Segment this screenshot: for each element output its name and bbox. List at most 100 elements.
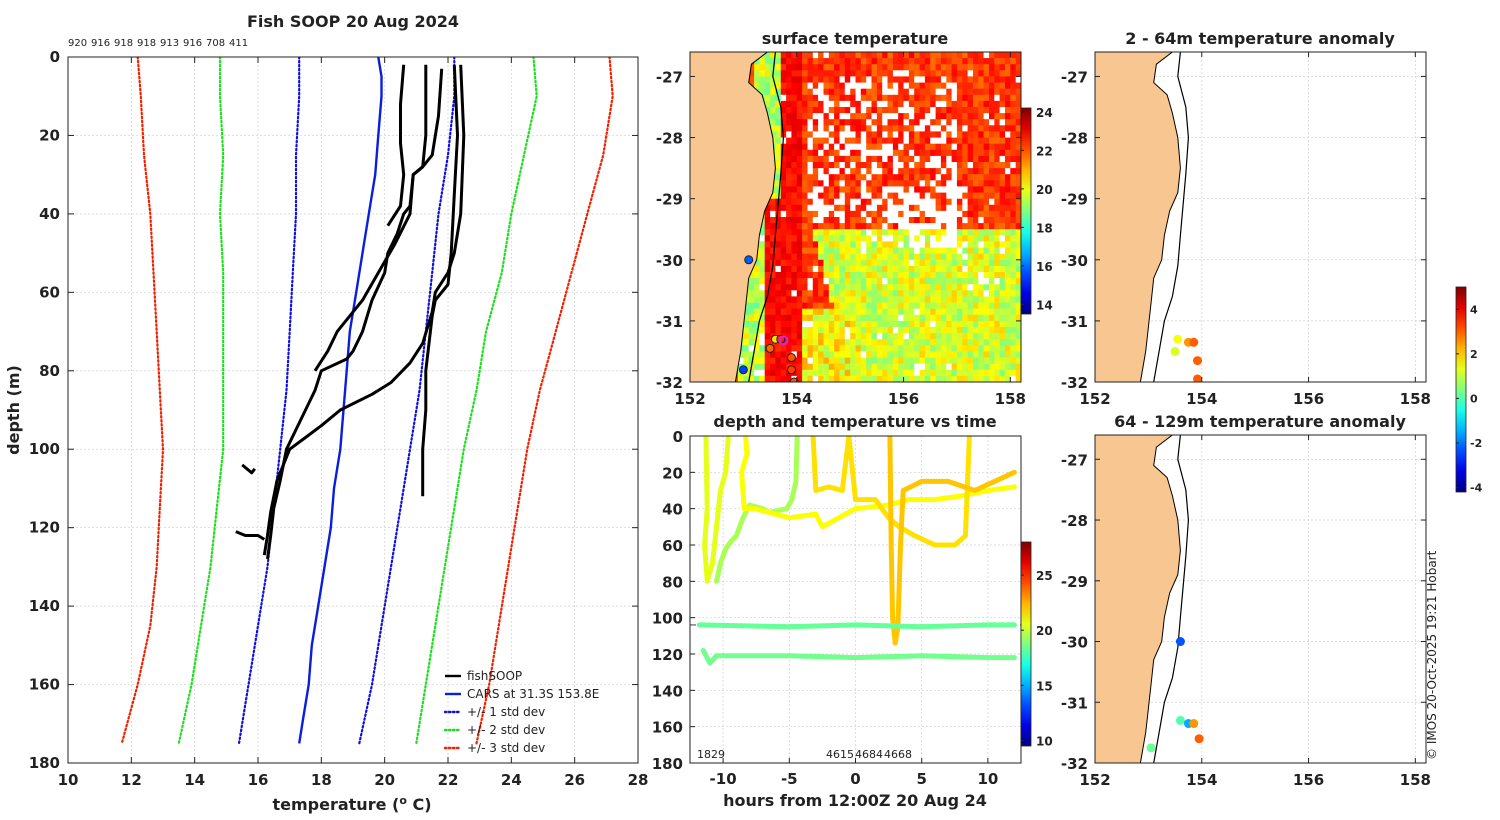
- sst-cell: [946, 82, 953, 90]
- sst-cell: [914, 308, 921, 316]
- sst-cell: [802, 186, 808, 194]
- sst-cell: [1010, 70, 1017, 77]
- sst-cell: [940, 247, 947, 255]
- sst-cell: [898, 131, 905, 139]
- sst-cell: [1005, 88, 1011, 96]
- profile-cast-label: 913: [160, 38, 179, 49]
- sst-cell: [940, 198, 947, 206]
- sst-cell: [935, 308, 942, 316]
- sst-cell: [919, 198, 926, 206]
- sst-cell: [796, 253, 803, 261]
- sst-cell: [860, 265, 867, 273]
- sst-cell: [999, 186, 1006, 194]
- map-ytick-label: -29: [1061, 573, 1088, 591]
- sst-cell: [914, 369, 921, 377]
- sst-cell: [919, 229, 926, 236]
- sst-cell: [887, 235, 894, 242]
- sst-cell: [989, 125, 995, 132]
- sst-cell: [844, 253, 851, 261]
- sst-cell: [887, 88, 894, 96]
- sst-cell: [871, 290, 878, 297]
- sst-cell: [940, 357, 947, 365]
- anomaly-deep-land: [1095, 435, 1181, 763]
- sst-cell: [844, 82, 851, 90]
- sst-cell: [892, 76, 899, 84]
- sst-cell: [999, 296, 1006, 304]
- sst-cell: [748, 369, 755, 377]
- sst-cell: [930, 58, 937, 65]
- sst-cell: [796, 369, 803, 377]
- sst-cell: [882, 192, 889, 200]
- sst-cell: [887, 58, 894, 65]
- sst-cell: [882, 320, 889, 328]
- sst-cell: [818, 314, 824, 322]
- sst-cell: [791, 64, 798, 71]
- sst-cell: [796, 314, 803, 322]
- sst-cell: [914, 94, 921, 102]
- sst-cell: [764, 253, 771, 261]
- sst-cell: [876, 94, 883, 102]
- sst-cell: [951, 241, 958, 249]
- sst-cell: [871, 284, 878, 291]
- sst-cell: [759, 223, 766, 230]
- sst-cell: [828, 58, 835, 65]
- sst-cell: [967, 198, 974, 206]
- sst-cell: [973, 357, 979, 365]
- sst-cell: [828, 229, 835, 236]
- sst-cell: [898, 235, 905, 242]
- sst-cell: [818, 308, 824, 316]
- sst-cell: [860, 168, 867, 175]
- sst-cell: [989, 333, 995, 340]
- sst-cell: [876, 52, 883, 59]
- sst-cell: [802, 113, 808, 120]
- legend-label: +/- 1 std dev: [467, 705, 545, 719]
- sst-cell: [924, 241, 931, 249]
- sst-cell: [973, 223, 979, 230]
- sst-cell: [994, 278, 1001, 285]
- profile-series-line: [421, 64, 459, 497]
- sst-cell: [956, 253, 963, 261]
- sst-cell: [919, 192, 926, 200]
- profile-xtick-label: 28: [628, 771, 649, 789]
- sst-cell: [967, 327, 974, 334]
- anomaly-point: [1175, 715, 1185, 725]
- timeseries-xtick-label: 0: [850, 770, 860, 788]
- sst-cell: [796, 119, 803, 126]
- sst-cell: [914, 186, 921, 194]
- sst-cell: [978, 52, 985, 59]
- sst-cell: [876, 82, 883, 90]
- sst-cell: [860, 223, 867, 230]
- sst-cell: [823, 174, 830, 181]
- sst-cell: [973, 192, 979, 200]
- sst-cell: [973, 375, 979, 382]
- sst-cell: [828, 265, 835, 273]
- sst-cell: [892, 339, 899, 346]
- sst-cell: [973, 143, 979, 151]
- sst-cell: [973, 168, 979, 175]
- sst-cell: [823, 369, 830, 377]
- sst-cell: [855, 88, 862, 96]
- sst-cell: [973, 339, 979, 346]
- sst-cell: [983, 363, 990, 371]
- sst-cell: [812, 155, 819, 163]
- sst-cell: [962, 82, 969, 90]
- sst-cell: [1010, 351, 1017, 359]
- sst-cell: [786, 333, 792, 340]
- sst-cell: [812, 113, 819, 120]
- sst-cell: [823, 235, 830, 242]
- sst-cell: [850, 363, 857, 371]
- sst-cell: [844, 119, 851, 126]
- sst-cell: [812, 278, 819, 285]
- sst-cell: [812, 52, 819, 59]
- sst-cell: [967, 259, 974, 267]
- sst-cell: [818, 125, 824, 132]
- sst-cell: [807, 327, 814, 334]
- sst-cell: [919, 357, 926, 365]
- sst-cell: [1005, 278, 1011, 285]
- map-xtick-label: 158: [995, 390, 1026, 408]
- sst-cell: [898, 94, 905, 102]
- sst-cell: [775, 174, 782, 181]
- sst-cell: [1015, 302, 1021, 310]
- sst-cell: [818, 100, 824, 108]
- sst-cell: [812, 82, 819, 90]
